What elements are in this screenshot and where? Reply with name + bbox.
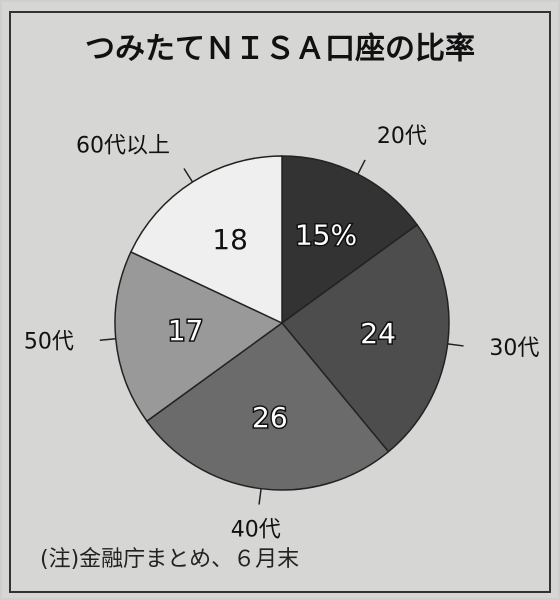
leader-line (183, 168, 194, 183)
category-label: 30代 (489, 336, 539, 361)
pie-slice (129, 155, 283, 325)
category-label: 50代 (24, 330, 74, 355)
pie-slice (114, 250, 284, 423)
pie-slice (281, 155, 419, 325)
note: (注)金融庁まとめ、６月末 (40, 547, 299, 572)
leader-line (258, 488, 262, 505)
leader-line (357, 159, 366, 175)
value-label: 15% (295, 219, 357, 252)
chart-title: つみたてＮＩＳＡ口座の比率 (85, 32, 475, 67)
category-label: 40代 (231, 517, 281, 542)
category-label: 60代以上 (76, 134, 170, 159)
leader-line (447, 343, 464, 347)
category-label: 20代 (377, 124, 427, 149)
value-label: 18 (212, 223, 248, 256)
frame (9, 11, 551, 593)
value-label: 17 (168, 314, 204, 347)
value-label: 24 (360, 317, 396, 350)
leader-line (99, 337, 116, 341)
value-label: 26 (252, 401, 288, 434)
